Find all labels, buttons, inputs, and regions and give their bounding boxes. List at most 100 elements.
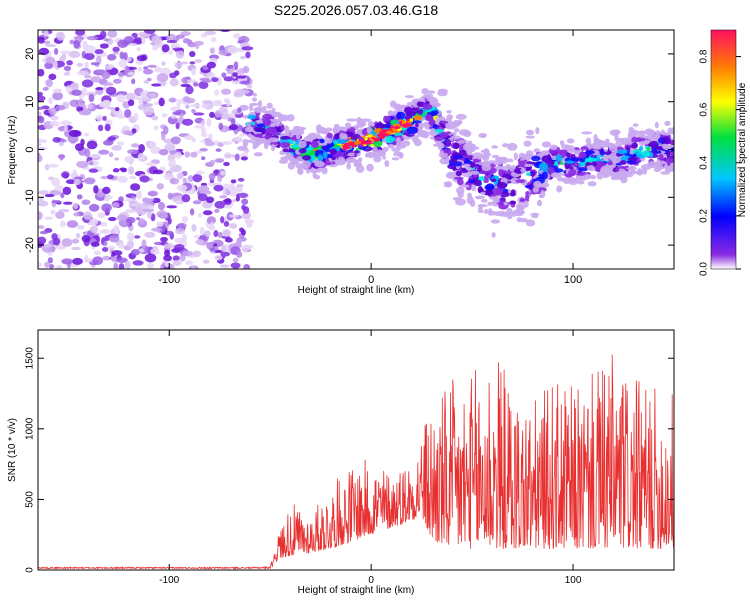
signal-blob <box>326 137 333 144</box>
noise-blob <box>195 239 204 245</box>
signal-blob <box>252 97 257 102</box>
colorbar-ticks: 0.0 0.2 0.4 0.6 0.8 <box>699 49 741 276</box>
signal-blob <box>347 152 355 157</box>
noise-blob <box>224 198 232 205</box>
noise-blob <box>189 208 195 216</box>
noise-blob <box>112 46 120 53</box>
signal-blob <box>250 136 260 140</box>
signal-blob <box>646 161 658 169</box>
noise-blob <box>148 141 157 148</box>
noise-blob <box>136 47 141 52</box>
noise-blob <box>59 154 64 161</box>
noise-blob <box>153 169 164 175</box>
signal-blob <box>567 178 579 185</box>
signal-blob <box>257 100 263 108</box>
noise-blob <box>99 222 108 227</box>
noise-blob <box>38 190 49 195</box>
signal-blob <box>533 148 541 154</box>
noise-blob <box>202 259 210 264</box>
noise-blob <box>223 161 230 167</box>
noise-blob <box>218 49 228 56</box>
noise-blob <box>89 225 99 234</box>
noise-blob <box>238 192 249 199</box>
noise-blob <box>229 223 238 229</box>
noise-blob <box>128 166 135 175</box>
noise-blob <box>48 73 57 81</box>
noise-blob <box>88 168 99 173</box>
signal-blob <box>390 119 397 125</box>
colorbar-tick-label: 0.6 <box>699 102 710 116</box>
signal-blob <box>280 156 287 161</box>
noise-blob <box>82 40 88 50</box>
noise-blob <box>99 30 107 39</box>
noise-blob <box>55 211 65 219</box>
noise-blob <box>232 72 238 77</box>
signal-blob <box>647 143 656 147</box>
snr-ylabel: SNR (10 * v/v) <box>7 418 18 482</box>
noise-blob <box>81 87 88 97</box>
signal-peak <box>409 118 414 122</box>
noise-blob <box>66 220 79 228</box>
noise-blob <box>77 224 85 230</box>
signal-blob <box>463 184 470 188</box>
noise-blob <box>159 81 167 86</box>
noise-blob <box>237 107 242 113</box>
noise-blob <box>95 87 104 91</box>
noise-blob <box>63 124 69 132</box>
noise-blob <box>38 200 49 207</box>
signal-peak <box>391 128 395 131</box>
noise-blob <box>189 50 196 58</box>
noise-blob <box>38 111 42 117</box>
signal-blob <box>355 165 365 173</box>
snr-series-line <box>38 354 674 570</box>
noise-blob <box>174 61 183 69</box>
signal-peak <box>362 142 370 145</box>
signal-blob <box>483 148 490 156</box>
signal-blob <box>475 196 481 200</box>
snr-xtick-label: -100 <box>159 575 179 586</box>
signal-blob <box>610 175 617 181</box>
signal-blob <box>268 137 279 143</box>
noise-blob <box>246 221 253 228</box>
noise-blob <box>61 258 73 265</box>
signal-blob <box>639 130 647 135</box>
noise-blob <box>77 98 84 108</box>
noise-blob <box>161 44 170 53</box>
signal-blob <box>249 104 254 112</box>
noise-blob <box>218 106 226 115</box>
noise-blob <box>59 138 67 143</box>
noise-blob <box>106 53 117 61</box>
noise-blob <box>168 263 175 269</box>
noise-blob <box>204 141 215 147</box>
signal-blob <box>437 88 448 94</box>
noise-blob <box>125 92 136 102</box>
signal-blob <box>480 134 485 138</box>
noise-blob <box>123 52 128 61</box>
noise-blob <box>73 40 81 49</box>
signal-blob <box>530 212 540 216</box>
noise-blob <box>172 111 182 116</box>
signal-blob <box>413 138 422 147</box>
noise-blob <box>51 200 62 204</box>
signal-blob <box>615 171 623 178</box>
noise-blob <box>86 140 98 150</box>
noise-blob <box>147 191 158 197</box>
noise-blob <box>113 262 119 269</box>
signal-blob <box>447 171 453 177</box>
noise-blob <box>191 109 196 114</box>
signal-blob <box>266 102 273 109</box>
noise-blob <box>116 141 125 146</box>
noise-blob <box>182 177 187 184</box>
noise-blob <box>108 152 114 158</box>
noise-blob <box>163 125 169 135</box>
signal-blob <box>538 162 549 171</box>
noise-blob <box>55 264 63 269</box>
noise-blob <box>213 230 219 238</box>
noise-blob <box>65 85 72 93</box>
signal-blob <box>434 136 444 142</box>
noise-blob <box>50 209 56 215</box>
noise-blob <box>182 118 194 126</box>
signal-blob <box>261 128 266 135</box>
